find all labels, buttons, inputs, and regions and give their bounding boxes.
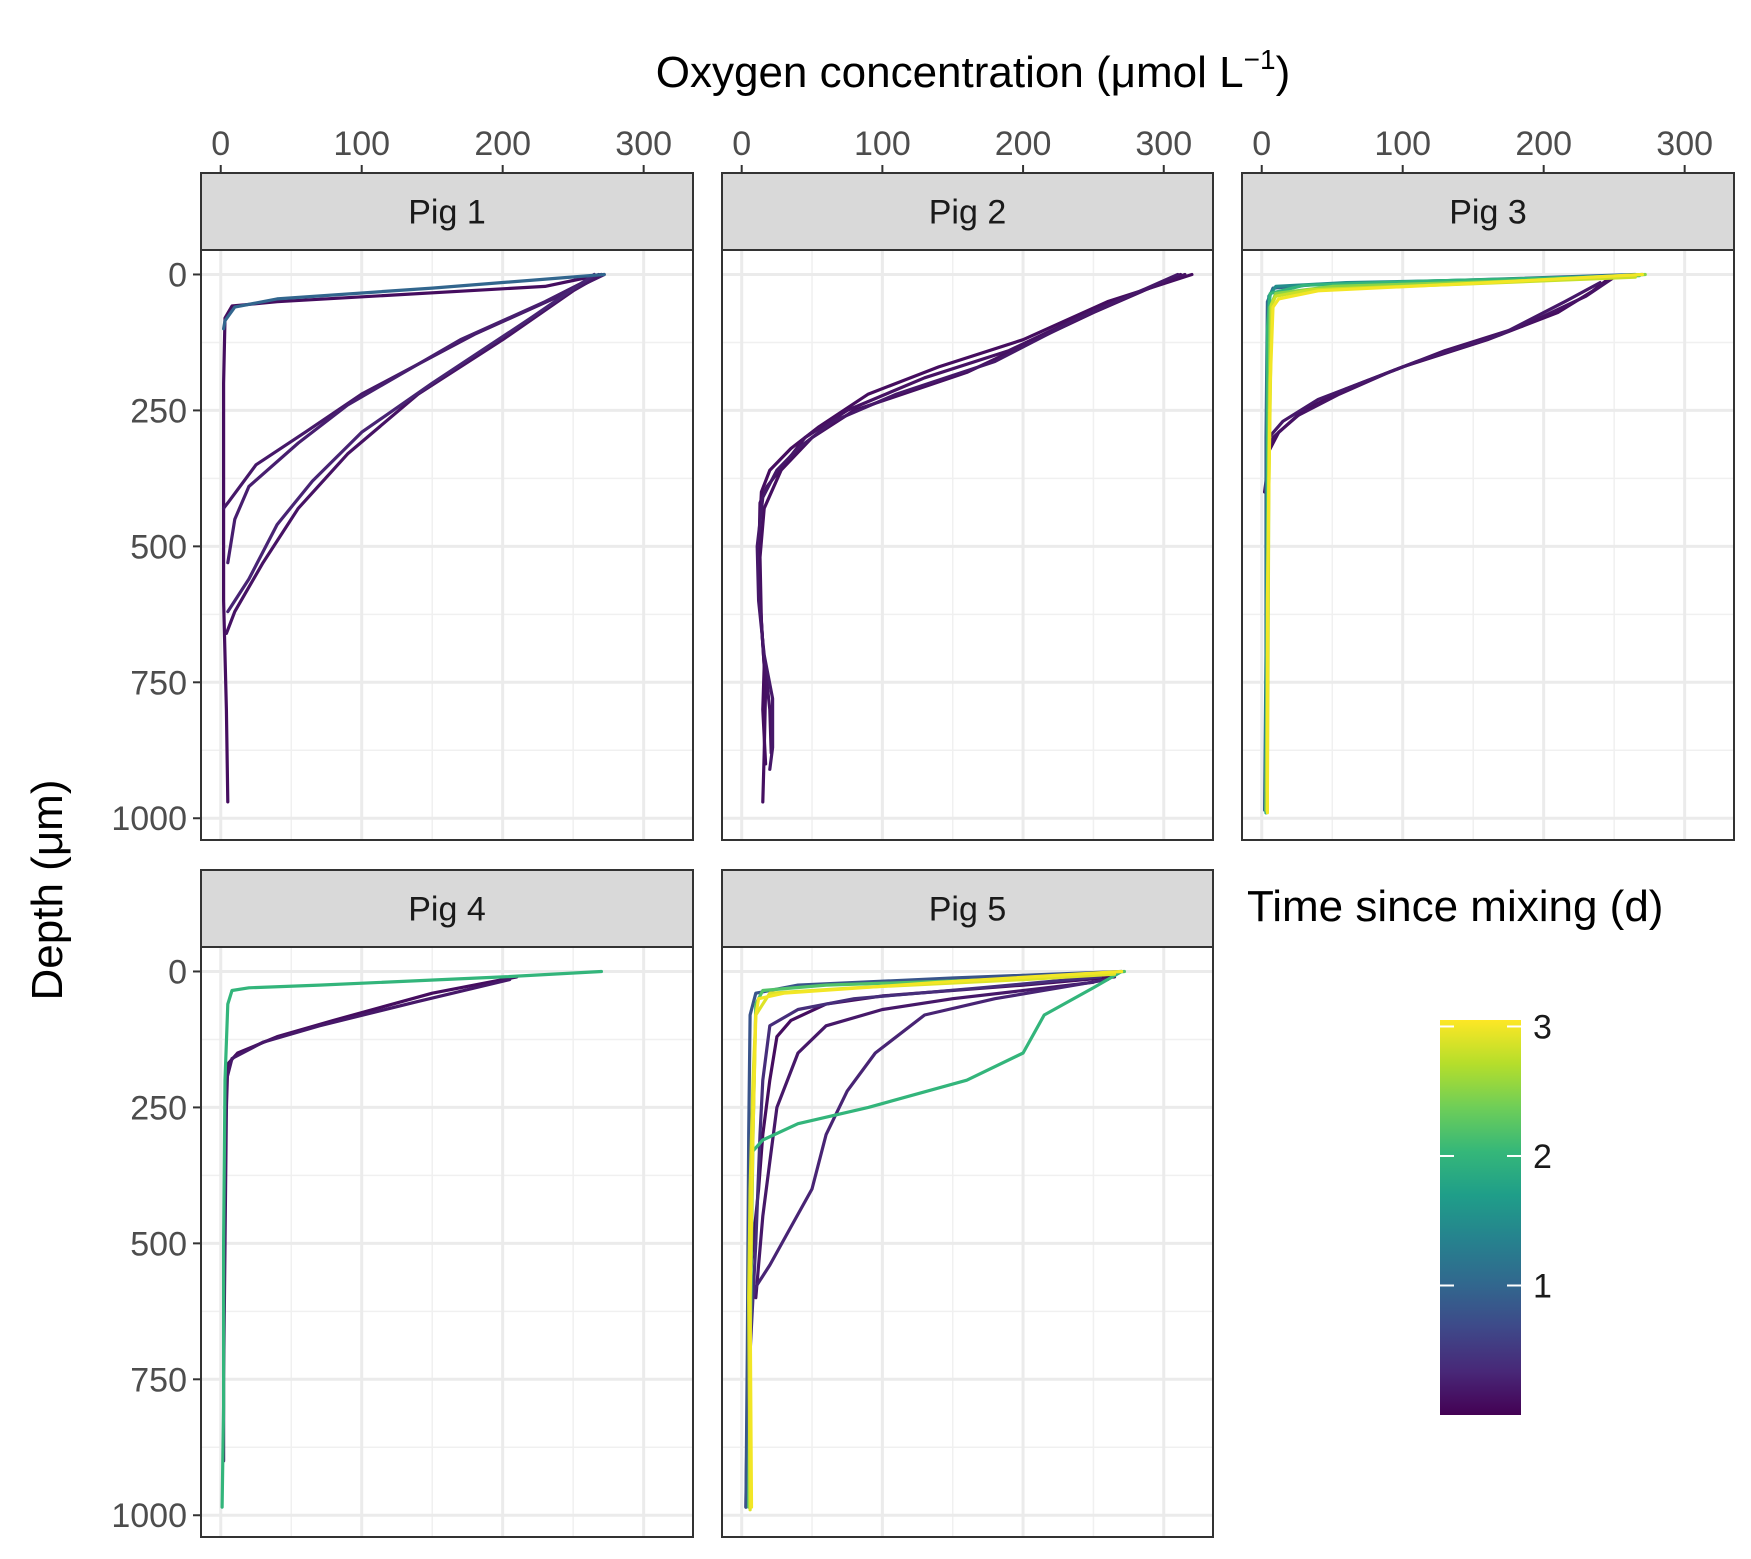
panel-border: [721, 946, 1214, 1538]
x-tick-label: 100: [1374, 125, 1431, 163]
panel-3: Pig 3 0 100 200 300: [1241, 125, 1735, 841]
y-tick-label: 750: [130, 1361, 187, 1399]
panel-strip-label: Pig 1: [408, 194, 486, 232]
panel-strip: [1241, 172, 1735, 251]
y-tick-label: 250: [130, 1089, 187, 1127]
profile-line: [747, 969, 1127, 1509]
x-tick-label: 300: [615, 125, 672, 163]
profile-line: [755, 272, 1180, 771]
y-tick-label: 750: [130, 664, 187, 702]
y-axis-title: Depth (μm): [23, 780, 72, 1001]
profile-line: [751, 969, 1124, 1153]
y-tick-label: 0: [168, 256, 187, 294]
profile-line: [745, 975, 1103, 1463]
y-tick-label: 1000: [111, 1497, 187, 1535]
profile-line: [1264, 272, 1647, 812]
profile-line: [1262, 272, 1637, 812]
x-tick-label: 300: [1656, 125, 1713, 163]
x-tick-label: 200: [995, 125, 1052, 163]
profile-line: [1265, 275, 1637, 793]
x-axis-title: Oxygen concentration (μmol L−1): [656, 44, 1290, 97]
panel-5: Pig 5: [721, 869, 1214, 1538]
profile-line: [224, 272, 604, 636]
panel-1: Pig 1 0 100 200 300 0 250 500 750 1000: [111, 125, 694, 841]
profile-line: [222, 977, 512, 1354]
legend-tick-label: 2: [1533, 1138, 1552, 1176]
x-tick-label: 100: [333, 125, 390, 163]
panel-strip-label: Pig 4: [408, 891, 486, 929]
profile-line: [1267, 281, 1602, 440]
profile-line: [1264, 272, 1645, 815]
legend-title: Time since mixing (d): [1247, 882, 1663, 931]
panel-strip-label: Pig 2: [929, 194, 1007, 232]
x-tick-label: 100: [854, 125, 911, 163]
panel-2: Pig 2 0 100 200 300: [721, 125, 1214, 841]
profile-line: [222, 272, 606, 331]
panel-strip: [200, 869, 694, 948]
profile-line: [754, 980, 1096, 1300]
panel-strip-label: Pig 3: [1449, 194, 1527, 232]
x-tick-label: 200: [1515, 125, 1572, 163]
profile-line: [1265, 272, 1645, 815]
x-tick-label: 0: [1252, 125, 1271, 163]
x-tick-label: 300: [1135, 125, 1192, 163]
panel-strip: [721, 869, 1214, 948]
y-tick-label: 250: [130, 392, 187, 430]
x-tick-label: 200: [474, 125, 531, 163]
legend-ticks: 1 2 3: [1440, 1008, 1552, 1305]
y-tick-label: 500: [130, 528, 187, 566]
y-tick-label: 500: [130, 1225, 187, 1263]
profile-line: [744, 969, 1124, 1509]
panel-border: [721, 249, 1214, 841]
legend-colorbar: [1440, 1020, 1521, 1415]
x-axis-title-end: ): [1276, 48, 1291, 97]
profile-line: [220, 969, 604, 1509]
legend-tick-label: 1: [1533, 1267, 1552, 1305]
y-tick-label: 0: [168, 953, 187, 991]
legend: Time since mixing (d) 1 2 3: [1247, 882, 1663, 1415]
legend-tick-label: 3: [1533, 1008, 1552, 1046]
panel-strip: [200, 172, 694, 251]
panel-border: [1241, 249, 1735, 841]
panel-border: [200, 946, 694, 1538]
profile-line: [226, 272, 596, 614]
profile-line: [758, 272, 1183, 804]
panel-strip-label: Pig 5: [929, 891, 1007, 929]
x-tick-label: 0: [732, 125, 751, 163]
profile-line: [748, 969, 1124, 1509]
profile-line: [1264, 274, 1642, 815]
x-tick-label: 0: [211, 125, 230, 163]
x-axis-title-main: Oxygen concentration (μmol L: [656, 48, 1244, 97]
panel-border: [200, 249, 694, 841]
profile-line: [756, 272, 1194, 766]
profile-line: [226, 272, 601, 565]
y-tick-label: 1000: [111, 800, 187, 838]
x-axis-title-superscript: −1: [1244, 44, 1276, 75]
profile-line: [222, 975, 519, 1463]
panel-4: Pig 4 0 250 500 750 1000: [111, 869, 694, 1538]
